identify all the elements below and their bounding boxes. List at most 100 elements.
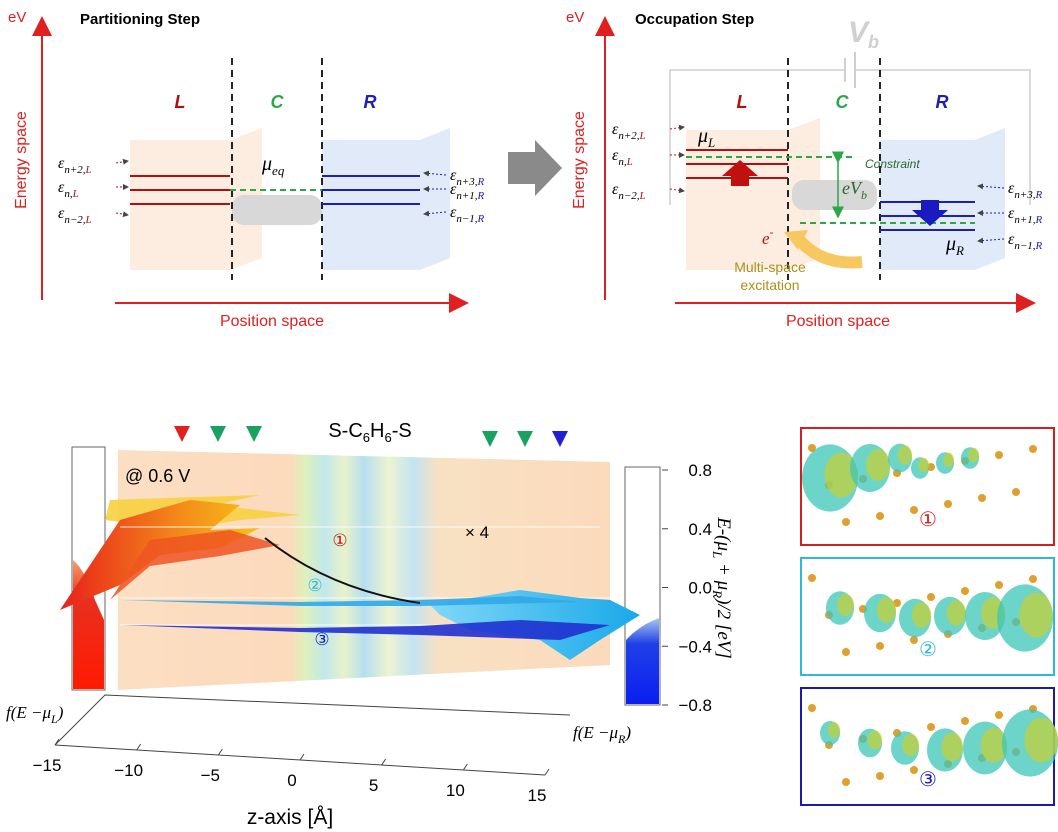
- text-part: f(E −μ: [573, 723, 618, 742]
- region-label: C: [271, 92, 285, 112]
- atom: [842, 518, 850, 526]
- region-label: L: [737, 92, 748, 112]
- x-tick: [217, 748, 223, 756]
- orbital-panels: ① ② ③: [800, 427, 1058, 806]
- text-part: eq: [272, 163, 285, 178]
- region-label: C: [836, 92, 850, 112]
- atom: [961, 717, 969, 725]
- atom: [808, 704, 816, 712]
- fermi-right: f(E −μR): [573, 723, 631, 746]
- excitation-head: [784, 230, 808, 250]
- x-tick: [462, 763, 468, 771]
- level-symbol: ε: [612, 181, 619, 198]
- axis-unit: eV: [566, 9, 584, 26]
- level-index: n−1,: [1014, 240, 1035, 252]
- x-tick: [136, 743, 142, 751]
- atom: [808, 574, 816, 582]
- y-label: Energy space: [571, 111, 588, 209]
- excitation-label: excitation: [740, 277, 799, 293]
- atom: [876, 642, 884, 650]
- shape: [517, 431, 533, 447]
- atom: [876, 512, 884, 520]
- text-part: + μ: [713, 558, 734, 590]
- text-part: S-C: [328, 420, 362, 442]
- atom: [842, 648, 850, 656]
- level-labels: εn+2,Lεn,Lεn−2,Lεn+3,Rεn+1,Rεn−1,R: [58, 155, 485, 226]
- level-symbol: ε: [1008, 180, 1015, 197]
- mu-l: μL: [697, 125, 715, 150]
- text-part: eV: [842, 178, 863, 198]
- text-part: ): [57, 703, 64, 722]
- x-tick-label: −15: [33, 756, 62, 775]
- level-label: εn−2,L: [612, 181, 646, 202]
- orbital-lobe: [1019, 592, 1053, 638]
- level-pointer: [977, 237, 1005, 244]
- occupation-panel: eV Occupation Step Energy space Position…: [566, 9, 1043, 330]
- text-part: μ: [261, 153, 272, 175]
- level-index: n,: [64, 188, 73, 200]
- down-arrow: [912, 200, 948, 226]
- excitation-label: Multi-space: [734, 259, 806, 275]
- axis-unit: eV: [8, 9, 26, 26]
- left-levels: [130, 175, 230, 205]
- text-part: R: [617, 732, 626, 746]
- level-pointer: [669, 124, 685, 131]
- level-label: εn,L: [612, 147, 633, 168]
- region-label: R: [936, 92, 949, 112]
- level-side: L: [85, 164, 92, 176]
- atom: [995, 581, 1003, 589]
- level-label: εn+1,R: [450, 181, 485, 202]
- level-label: εn+3,R: [1008, 180, 1043, 201]
- atom: [1029, 575, 1037, 583]
- atom: [961, 587, 969, 595]
- level-label: εn−1,R: [450, 204, 485, 225]
- text-part: e: [762, 229, 770, 248]
- level-side: R: [1035, 214, 1043, 226]
- text-part: b: [868, 32, 879, 52]
- mu-eq: μeq: [261, 153, 285, 178]
- molecule-region: [232, 195, 322, 225]
- panel-title: Partitioning Step: [80, 11, 200, 28]
- left-lead: [130, 128, 262, 270]
- up-arrow: [722, 160, 758, 186]
- text-part: )/2 [eV]: [713, 597, 734, 659]
- level-side: R: [1035, 189, 1043, 201]
- text-part: H: [370, 420, 384, 442]
- orbital-lobe: [941, 732, 963, 762]
- shape: [246, 426, 262, 442]
- level-symbol: ε: [450, 181, 457, 198]
- level-side: L: [626, 156, 633, 168]
- atom: [910, 766, 918, 774]
- level-side: R: [1035, 240, 1043, 252]
- orbital-label: ①: [919, 509, 937, 531]
- x-tick-label: 10: [446, 781, 465, 800]
- level-pointer: [115, 158, 129, 165]
- fermi-left: f(E −μL): [6, 703, 64, 726]
- shape: [174, 426, 190, 442]
- decay-curve: [264, 537, 421, 604]
- text-part: -S: [392, 420, 412, 442]
- level-symbol: ε: [450, 167, 457, 184]
- y-label: E-(μL + μR)/2 [eV]: [710, 516, 734, 659]
- atom: [927, 593, 935, 601]
- level-symbol: ε: [58, 205, 65, 222]
- constraint-label: Constraint: [865, 157, 920, 171]
- level-label: εn,L: [58, 179, 79, 200]
- orbital-lobe: [943, 452, 954, 468]
- orbital-lobe: [837, 593, 854, 617]
- level-symbol: ε: [450, 204, 457, 221]
- level-index: n+1,: [1014, 214, 1035, 226]
- scale-note: × 4: [465, 523, 489, 542]
- excitation-arrow: [793, 234, 863, 269]
- orbital-lobe: [1024, 717, 1058, 763]
- text-part: L: [50, 712, 58, 726]
- bias-symbol: Vb: [848, 16, 879, 52]
- level-label: εn+2,L: [612, 121, 646, 142]
- text-part: μ: [697, 125, 708, 147]
- level-label: εn+3,R: [450, 167, 485, 188]
- text-part: V: [848, 16, 871, 49]
- level-index: n+1,: [456, 190, 477, 202]
- y-tick-label: 0.0: [688, 579, 712, 598]
